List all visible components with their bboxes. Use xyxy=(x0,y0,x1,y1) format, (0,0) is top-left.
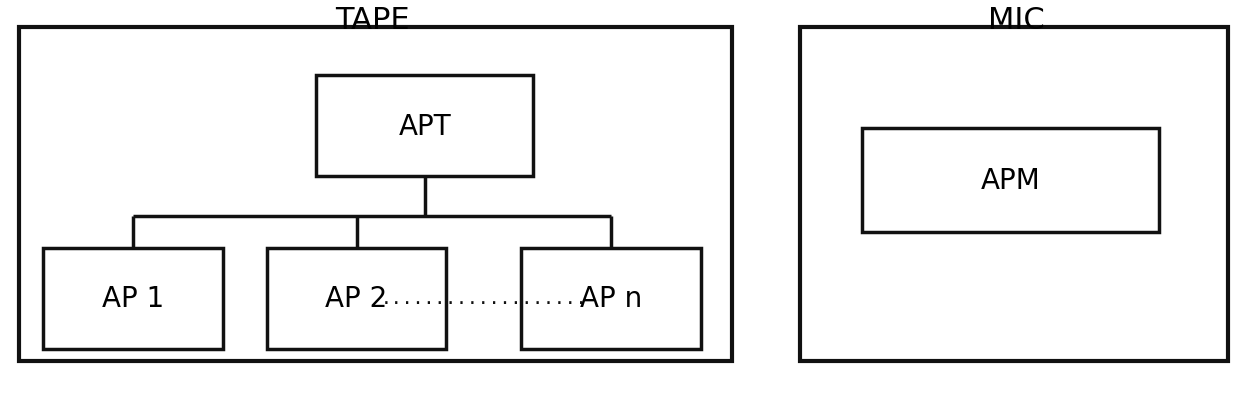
Bar xyxy=(267,249,446,349)
Text: TAPE: TAPE xyxy=(335,6,409,35)
Text: MIC: MIC xyxy=(988,6,1045,35)
Bar xyxy=(19,28,732,361)
Text: APT: APT xyxy=(398,112,451,140)
Text: AP 2: AP 2 xyxy=(325,285,388,313)
Text: ...................: ................... xyxy=(381,290,587,308)
Bar xyxy=(43,249,223,349)
Bar xyxy=(862,128,1159,233)
Bar xyxy=(800,28,1228,361)
Bar xyxy=(521,249,701,349)
Bar xyxy=(316,76,533,176)
Text: AP 1: AP 1 xyxy=(102,285,165,313)
Text: APM: APM xyxy=(981,166,1040,194)
Text: AP n: AP n xyxy=(579,285,642,313)
